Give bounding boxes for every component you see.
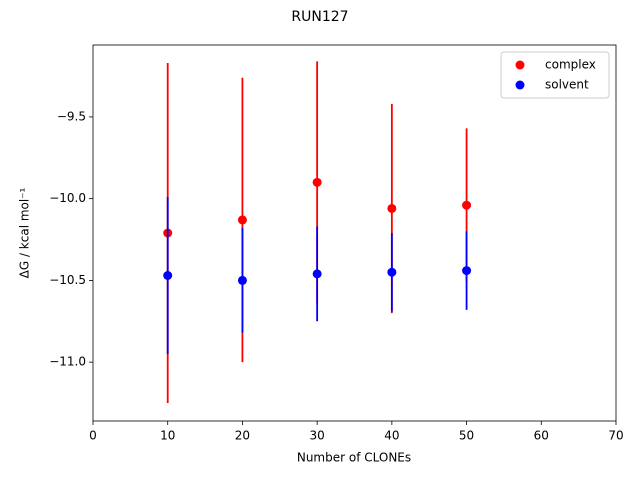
y-tick-label: −9.5 [57, 109, 86, 123]
y-tick-label: −11.0 [49, 355, 86, 369]
y-tick-label: −10.5 [49, 273, 86, 287]
y-axis-label: ΔG / kcal mol⁻¹ [18, 187, 32, 278]
point [462, 200, 472, 210]
legend-label: complex [545, 58, 596, 72]
x-tick-label: 20 [235, 429, 250, 443]
point [387, 267, 397, 277]
legend-box [500, 51, 610, 99]
axes-frame [92, 44, 617, 422]
legend-label: solvent [545, 78, 589, 92]
x-tick-label: 0 [89, 429, 97, 443]
point [312, 269, 322, 279]
y-tick-label: −10.0 [49, 191, 86, 205]
legend-marker [515, 60, 525, 70]
point [312, 177, 322, 187]
x-tick-label: 70 [608, 429, 623, 443]
point [462, 266, 472, 276]
point [163, 271, 173, 281]
point [387, 203, 397, 213]
x-axis-label: Number of CLONEs [297, 451, 411, 465]
legend-marker [515, 80, 525, 90]
chart-title: RUN127 [291, 9, 348, 25]
point [237, 275, 247, 285]
x-tick-label: 60 [534, 429, 549, 443]
point [237, 215, 247, 225]
x-tick-label: 10 [160, 429, 175, 443]
x-tick-label: 50 [459, 429, 474, 443]
x-tick-label: 40 [384, 429, 399, 443]
x-tick-label: 30 [310, 429, 325, 443]
